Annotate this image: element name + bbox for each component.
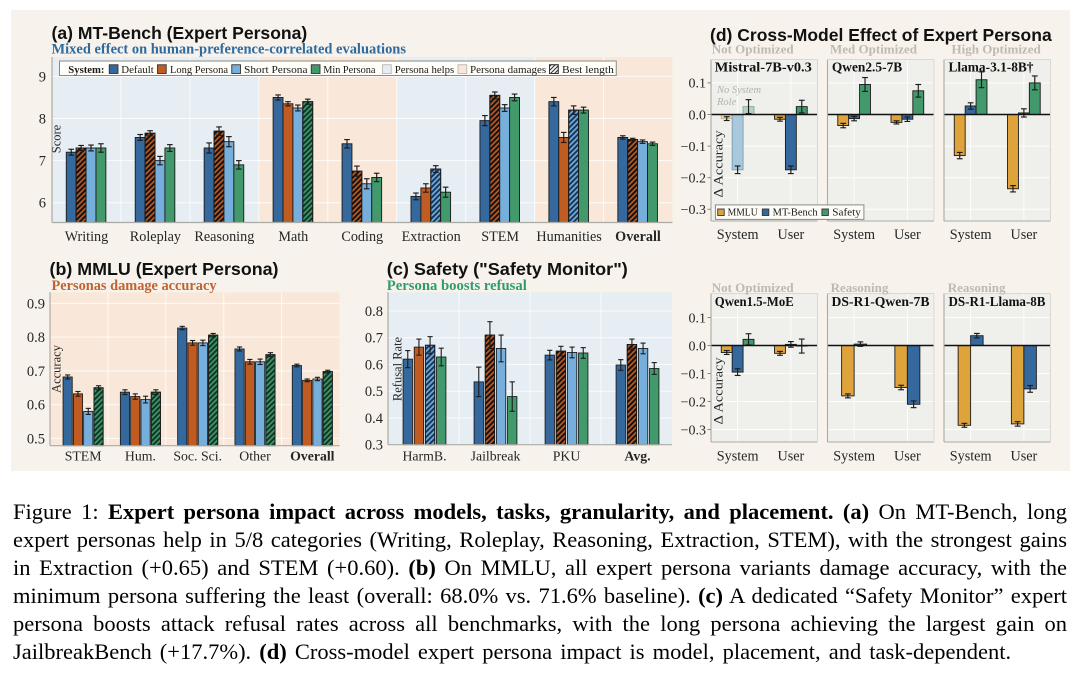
svg-text:No System: No System [716,85,761,96]
svg-text:Other: Other [239,449,271,464]
svg-text:Mistral-7B-v0.3: Mistral-7B-v0.3 [715,61,812,76]
svg-text:0.7: 0.7 [365,331,383,347]
svg-text:System: System [950,227,992,243]
svg-text:User: User [777,227,804,243]
svg-text:Coding: Coding [341,229,383,245]
svg-text:Persona helps: Persona helps [395,65,455,76]
svg-text:User: User [894,227,921,243]
svg-text:MMLU: MMLU [728,208,759,219]
svg-text:Extraction: Extraction [402,229,461,245]
svg-text:−0.1: −0.1 [681,367,706,382]
svg-text:Jailbreak: Jailbreak [471,449,521,464]
svg-text:9: 9 [39,69,46,85]
svg-text:0.9: 0.9 [27,296,45,312]
svg-text:(d) Cross-Model Effect of Expe: (d) Cross-Model Effect of Expert Persona [710,25,1052,45]
svg-text:Qwen2.5-7B: Qwen2.5-7B [832,61,902,76]
svg-text:System: System [717,227,759,243]
svg-text:User: User [777,449,804,465]
svg-text:Best length: Best length [562,65,614,76]
svg-text:Short Persona: Short Persona [244,65,308,76]
svg-text:Med Optimized: Med Optimized [830,42,918,57]
svg-text:System: System [950,449,992,465]
svg-text:Default: Default [121,65,154,76]
svg-text:Personas damage accuracy: Personas damage accuracy [52,278,218,294]
svg-text:0.0: 0.0 [689,108,707,123]
svg-text:Δ Accuracy: Δ Accuracy [712,130,726,198]
svg-text:Writing: Writing [65,229,109,245]
svg-text:(b) MMLU (Expert Persona): (b) MMLU (Expert Persona) [50,259,279,279]
svg-text:0.1: 0.1 [689,311,707,326]
svg-text:0.8: 0.8 [27,330,45,346]
svg-text:−0.3: −0.3 [681,203,706,218]
svg-text:Math: Math [278,229,308,245]
svg-text:Δ Accuracy: Δ Accuracy [712,357,726,425]
svg-text:Role: Role [716,97,737,108]
svg-text:−0.3: −0.3 [681,423,706,438]
svg-text:Soc. Sci.: Soc. Sci. [173,449,222,464]
svg-text:Reasoning: Reasoning [948,280,1006,295]
svg-text:System: System [833,449,875,465]
svg-text:Reasoning: Reasoning [831,280,889,295]
svg-text:PKU: PKU [553,449,581,464]
svg-text:(a) MT-Bench (Expert Persona): (a) MT-Bench (Expert Persona) [52,23,308,43]
svg-text:Qwen1.5-MoE: Qwen1.5-MoE [715,295,794,310]
svg-text:HarmB.: HarmB. [402,449,446,464]
svg-text:Llama-3.1-8B†: Llama-3.1-8B† [949,61,1034,76]
svg-text:0.3: 0.3 [365,438,383,454]
svg-text:−0.2: −0.2 [681,395,706,410]
svg-text:Not Optimized: Not Optimized [712,280,795,295]
svg-text:8: 8 [39,112,46,128]
svg-text:7: 7 [39,154,46,170]
svg-text:0.5: 0.5 [27,431,45,447]
svg-text:0.6: 0.6 [365,357,383,373]
svg-text:0.5: 0.5 [365,384,383,400]
svg-text:Accuracy: Accuracy [49,344,63,393]
svg-text:0.4: 0.4 [365,411,384,427]
svg-text:0.8: 0.8 [365,304,383,320]
svg-text:Refusal Rate: Refusal Rate [391,336,405,401]
svg-text:Roleplay: Roleplay [130,229,182,245]
svg-text:DS-R1-Qwen-7B: DS-R1-Qwen-7B [832,295,930,310]
svg-text:0.0: 0.0 [689,339,707,354]
svg-text:Overall: Overall [615,229,661,245]
svg-text:System:: System: [68,65,104,76]
svg-text:High Optimized: High Optimized [952,42,1042,57]
svg-text:System: System [717,449,759,465]
svg-text:Persona damages: Persona damages [470,65,546,76]
svg-text:6: 6 [39,196,46,212]
svg-text:System: System [833,227,875,243]
svg-text:User: User [1010,227,1037,243]
svg-text:STEM: STEM [481,229,519,245]
svg-text:Avg.: Avg. [624,449,650,464]
svg-text:User: User [1010,449,1037,465]
svg-text:Safety: Safety [832,208,861,219]
svg-text:Min Persona: Min Persona [323,65,376,76]
svg-text:Mixed effect on human-preferen: Mixed effect on human-preference-correla… [52,42,407,58]
svg-text:0.1: 0.1 [689,77,707,92]
svg-text:−0.2: −0.2 [681,172,706,187]
svg-text:User: User [894,449,921,465]
svg-text:MT-Bench: MT-Bench [773,208,818,219]
svg-text:Hum.: Hum. [125,449,156,464]
svg-text:Overall: Overall [290,449,335,464]
svg-text:Long Persona: Long Persona [170,65,228,76]
svg-text:Persona boosts refusal: Persona boosts refusal [387,278,527,294]
svg-text:Not Optimized: Not Optimized [712,42,795,57]
svg-text:0.7: 0.7 [27,364,45,380]
svg-text:Humanities: Humanities [536,229,602,245]
svg-text:−0.1: −0.1 [681,140,706,155]
svg-text:0.6: 0.6 [27,398,45,414]
svg-text:(c) Safety ("Safety Monitor"): (c) Safety ("Safety Monitor") [387,259,628,279]
svg-text:Score: Score [49,124,63,153]
svg-text:STEM: STEM [65,449,102,464]
svg-text:DS-R1-Llama-8B: DS-R1-Llama-8B [949,295,1046,310]
svg-text:Reasoning: Reasoning [194,229,254,245]
